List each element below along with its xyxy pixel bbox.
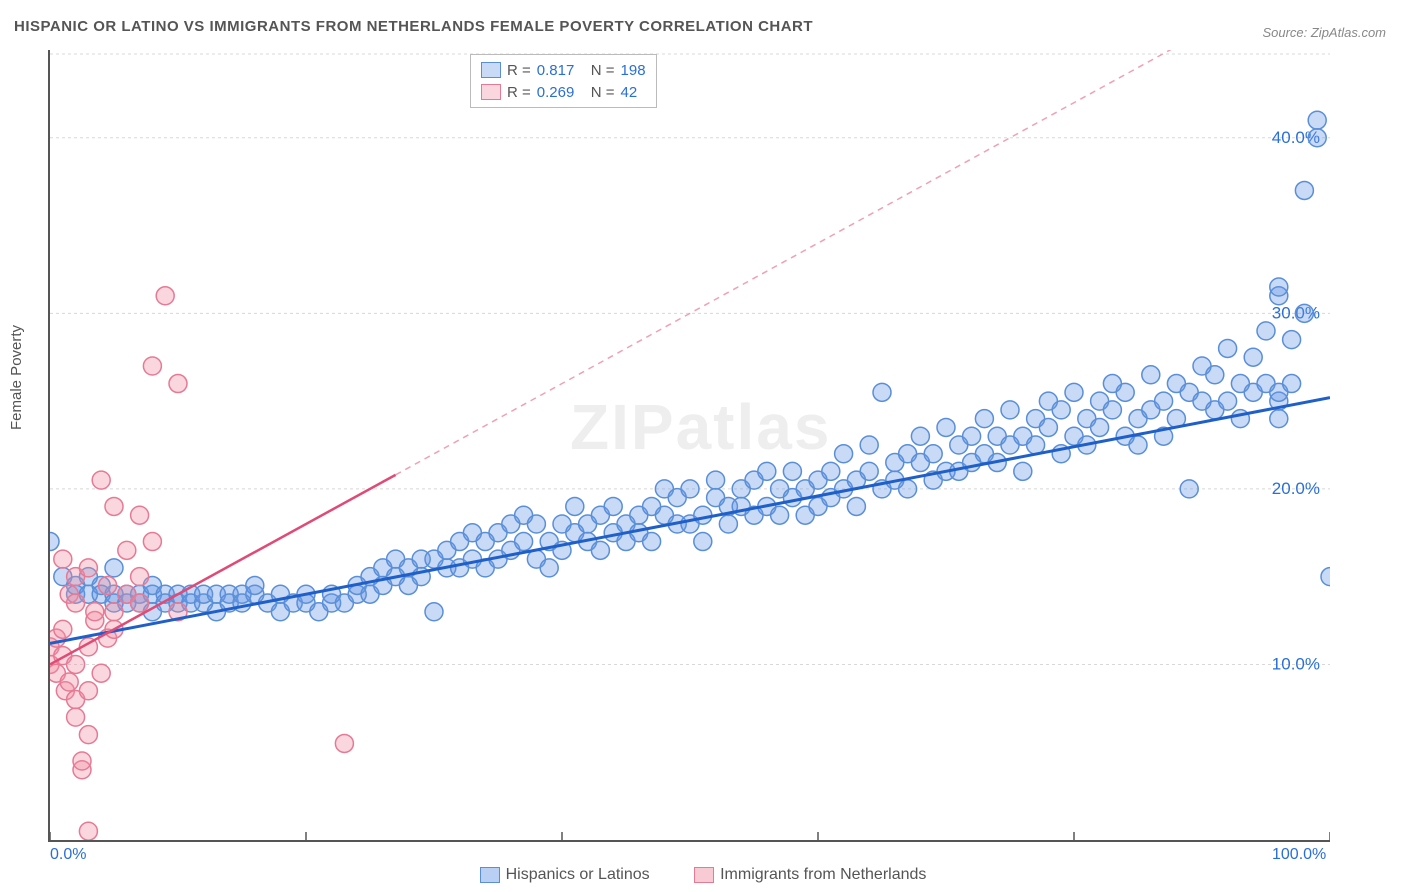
- legend-label-pink: Immigrants from Netherlands: [720, 866, 926, 884]
- chart-title: HISPANIC OR LATINO VS IMMIGRANTS FROM NE…: [14, 18, 813, 35]
- r-value-blue: 0.817: [537, 62, 585, 79]
- svg-text:20.0%: 20.0%: [1272, 479, 1320, 498]
- x-tick-label: 0.0%: [50, 846, 86, 864]
- n-value-pink: 42: [621, 84, 638, 101]
- y-axis-label: Female Poverty: [8, 325, 25, 430]
- n-value-blue: 198: [621, 62, 646, 79]
- chart-plot-area: 10.0%20.0%30.0%40.0% 0.0%100.0%: [48, 50, 1330, 842]
- correlation-legend: R = 0.817 N = 198 R = 0.269 N = 42: [470, 54, 657, 108]
- swatch-blue: [481, 62, 501, 78]
- swatch-pink-icon: [694, 867, 714, 883]
- legend-item-pink: Immigrants from Netherlands: [694, 866, 926, 884]
- x-tick-label: 100.0%: [1272, 846, 1326, 864]
- legend-item-blue: Hispanics or Latinos: [480, 866, 650, 884]
- legend-row-blue: R = 0.817 N = 198: [481, 59, 646, 81]
- scatter-svg: 10.0%20.0%30.0%40.0%: [50, 50, 1330, 840]
- legend-row-pink: R = 0.269 N = 42: [481, 81, 646, 103]
- legend-label-blue: Hispanics or Latinos: [506, 866, 650, 884]
- svg-text:10.0%: 10.0%: [1272, 654, 1320, 673]
- series-legend: Hispanics or Latinos Immigrants from Net…: [0, 866, 1406, 888]
- r-value-pink: 0.269: [537, 84, 585, 101]
- swatch-blue-icon: [480, 867, 500, 883]
- swatch-pink: [481, 84, 501, 100]
- source-label: Source: ZipAtlas.com: [1262, 25, 1386, 40]
